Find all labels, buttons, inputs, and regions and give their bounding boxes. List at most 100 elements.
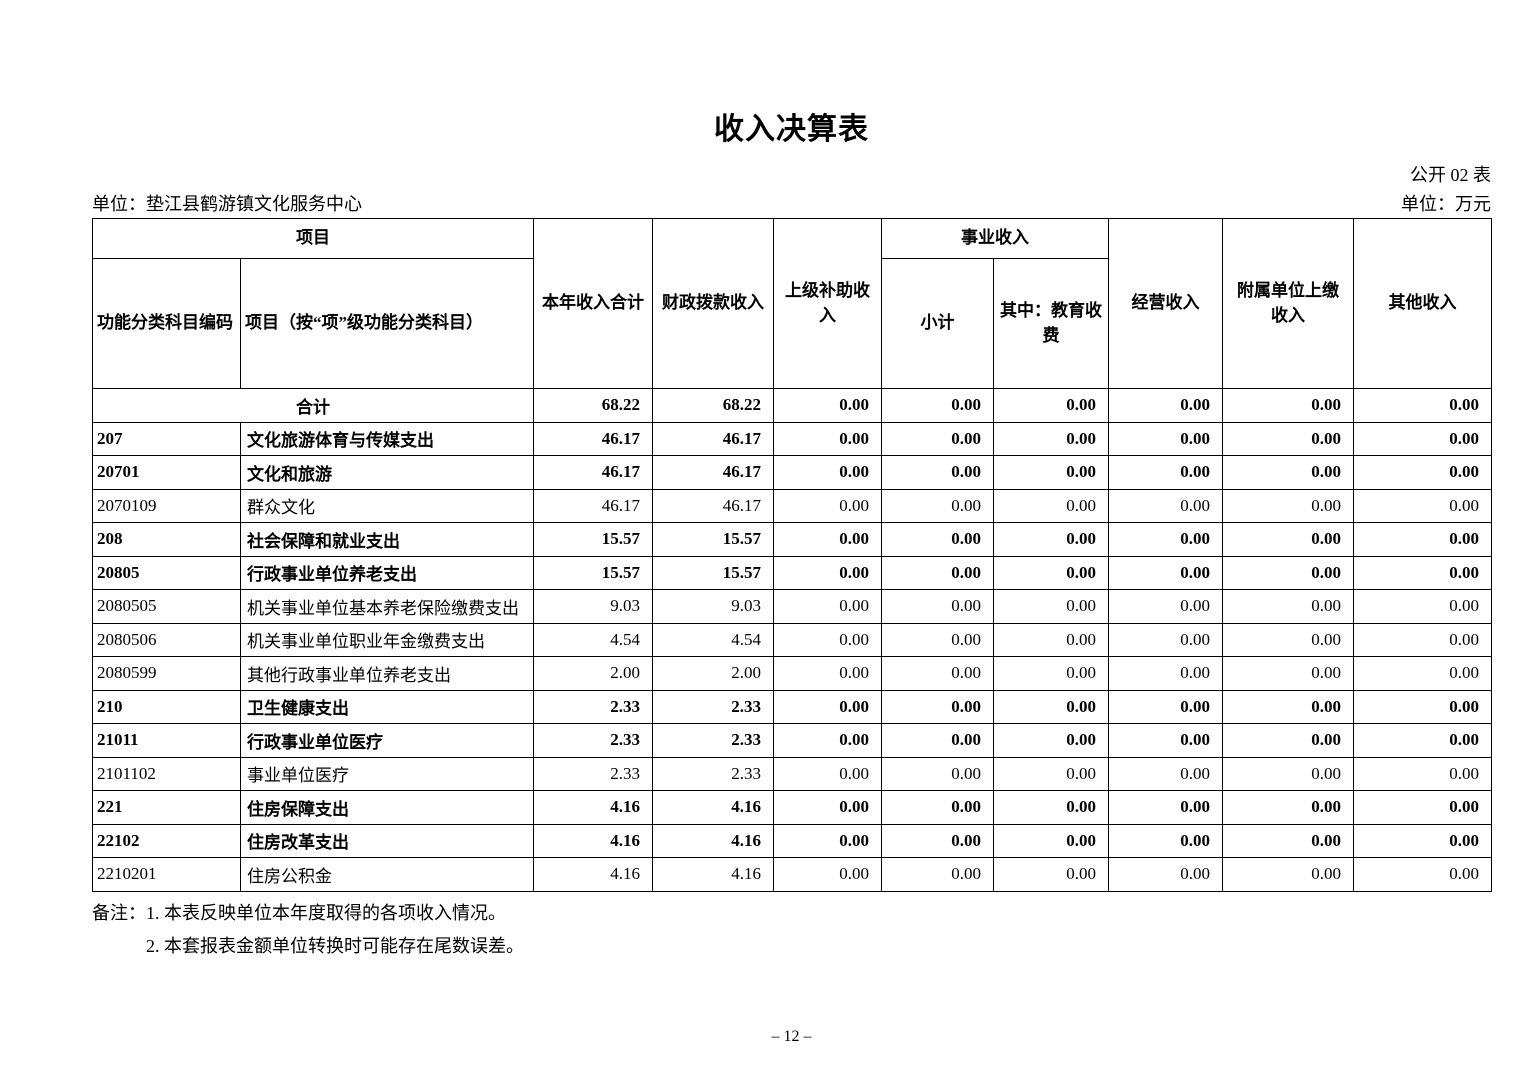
row-value: 0.00 [993, 723, 1109, 758]
row-value: 0.00 [773, 723, 882, 758]
row-label: 合计 [92, 388, 534, 423]
table-row: 2080505 机关事业单位基本养老保险缴费支出 9.03 9.03 0.00 0.00 0… [92, 589, 1492, 624]
table-row: 20701 文化和旅游 46.17 46.17 0.00 0.00 0.00 0.00 0.00… [92, 455, 1492, 490]
row-code: 2101102 [92, 756, 241, 791]
row-code: 2210201 [92, 857, 241, 892]
row-value: 0.00 [881, 589, 994, 624]
row-value: 46.17 [652, 488, 774, 523]
table-row: 22102 住房改革支出 4.16 4.16 0.00 0.00 0.00 0.00 0.00 0… [92, 823, 1492, 858]
row-value: 0.00 [881, 421, 994, 456]
row-value: 0.00 [881, 488, 994, 523]
row-code: 22102 [92, 823, 241, 858]
row-value: 0.00 [881, 555, 994, 590]
row-name: 行政事业单位养老支出 [240, 555, 534, 590]
unit-row: 单位：垫江县鹤游镇文化服务中心 单位：万元 [92, 190, 1491, 216]
row-value: 0.00 [993, 756, 1109, 791]
header-row-1: 项目 本年收入合计 财政拨款收入 上级补助收入 事业收入 经营收入 附属单位上缴… [92, 218, 1492, 389]
row-value: 0.00 [1222, 622, 1354, 657]
row-value: 0.00 [773, 689, 882, 724]
row-name: 其他行政事业单位养老支出 [240, 656, 534, 691]
row-value: 9.03 [652, 589, 774, 624]
table-row: 2080506 机关事业单位职业年金缴费支出 4.54 4.54 0.00 0.00 0.0… [92, 622, 1492, 657]
row-value: 0.00 [773, 790, 882, 825]
row-value: 0.00 [773, 823, 882, 858]
row-value: 0.00 [993, 689, 1109, 724]
row-value: 0.00 [1222, 421, 1354, 456]
row-name: 文化和旅游 [240, 455, 534, 490]
header-affiliated-remit: 附属单位上缴收入 [1222, 218, 1354, 389]
row-value: 0.00 [773, 388, 882, 423]
header-subtotal: 小计 [881, 258, 994, 389]
row-value: 0.00 [993, 790, 1109, 825]
row-value: 0.00 [1353, 723, 1492, 758]
row-value: 46.17 [533, 421, 653, 456]
row-value: 4.16 [652, 857, 774, 892]
row-value: 0.00 [1353, 421, 1492, 456]
table-row: 21011 行政事业单位医疗 2.33 2.33 0.00 0.00 0.00 0.00 0.0… [92, 723, 1492, 758]
header-project-group: 项目 [92, 218, 534, 259]
row-value: 0.00 [993, 522, 1109, 557]
table-row: 20805 行政事业单位养老支出 15.57 15.57 0.00 0.00 0.00 0.0… [92, 555, 1492, 590]
row-value: 0.00 [1222, 455, 1354, 490]
row-name: 事业单位医疗 [240, 756, 534, 791]
row-value: 0.00 [1108, 555, 1223, 590]
table-body: 合计 68.22 68.22 0.00 0.00 0.00 0.00 0.00 0.00 207 文… [92, 388, 1492, 892]
row-name: 机关事业单位职业年金缴费支出 [240, 622, 534, 657]
row-value: 2.33 [652, 756, 774, 791]
row-value: 0.00 [773, 421, 882, 456]
row-value: 0.00 [773, 488, 882, 523]
table-row: 208 社会保障和就业支出 15.57 15.57 0.00 0.00 0.00 0.00 0.… [92, 522, 1492, 557]
row-value: 0.00 [993, 555, 1109, 590]
row-value: 0.00 [773, 622, 882, 657]
header-business-income-group: 事业收入 [881, 218, 1109, 259]
row-value: 0.00 [881, 756, 994, 791]
row-value: 68.22 [533, 388, 653, 423]
row-value: 0.00 [1108, 823, 1223, 858]
row-value: 0.00 [1353, 622, 1492, 657]
row-value: 0.00 [1108, 455, 1223, 490]
row-value: 0.00 [1222, 823, 1354, 858]
header-superior-subsidy: 上级补助收入 [773, 218, 882, 389]
row-name: 文化旅游体育与传媒支出 [240, 421, 534, 456]
row-value: 0.00 [1108, 388, 1223, 423]
row-code: 210 [92, 689, 241, 724]
row-code: 20805 [92, 555, 241, 590]
row-value: 0.00 [881, 388, 994, 423]
row-value: 0.00 [1222, 689, 1354, 724]
row-value: 0.00 [993, 455, 1109, 490]
row-value: 0.00 [1108, 522, 1223, 557]
row-name: 住房保障支出 [240, 790, 534, 825]
header-operating-income: 经营收入 [1108, 218, 1223, 389]
row-value: 0.00 [773, 756, 882, 791]
row-value: 0.00 [1222, 522, 1354, 557]
revenue-table: 项目 本年收入合计 财政拨款收入 上级补助收入 事业收入 经营收入 附属单位上缴… [92, 218, 1492, 892]
row-code: 221 [92, 790, 241, 825]
row-value: 0.00 [1222, 555, 1354, 590]
row-value: 4.54 [533, 622, 653, 657]
row-value: 0.00 [773, 656, 882, 691]
row-name: 群众文化 [240, 488, 534, 523]
row-value: 0.00 [773, 522, 882, 557]
row-value: 2.00 [533, 656, 653, 691]
table-row: 2070109 群众文化 46.17 46.17 0.00 0.00 0.00 0.00 0.0… [92, 488, 1492, 523]
row-value: 0.00 [881, 522, 994, 557]
table-row: 2210201 住房公积金 4.16 4.16 0.00 0.00 0.00 0.00 0.00… [92, 857, 1492, 892]
row-value: 0.00 [1108, 689, 1223, 724]
row-value: 0.00 [881, 656, 994, 691]
row-value: 0.00 [1108, 756, 1223, 791]
header-education-fee: 其中：教育收费 [993, 258, 1109, 389]
row-value: 0.00 [773, 589, 882, 624]
row-value: 4.16 [533, 790, 653, 825]
row-value: 0.00 [881, 455, 994, 490]
row-value: 15.57 [533, 522, 653, 557]
row-value: 0.00 [1222, 790, 1354, 825]
row-value: 15.57 [652, 555, 774, 590]
row-value: 4.16 [652, 823, 774, 858]
row-value: 4.16 [533, 823, 653, 858]
row-value: 0.00 [1353, 857, 1492, 892]
header-function-code: 功能分类科目编码 [92, 258, 241, 389]
row-value: 0.00 [993, 421, 1109, 456]
row-code: 21011 [92, 723, 241, 758]
page-number: – 12 – [771, 1028, 812, 1045]
table-header: 项目 本年收入合计 财政拨款收入 上级补助收入 事业收入 经营收入 附属单位上缴… [92, 218, 1492, 389]
